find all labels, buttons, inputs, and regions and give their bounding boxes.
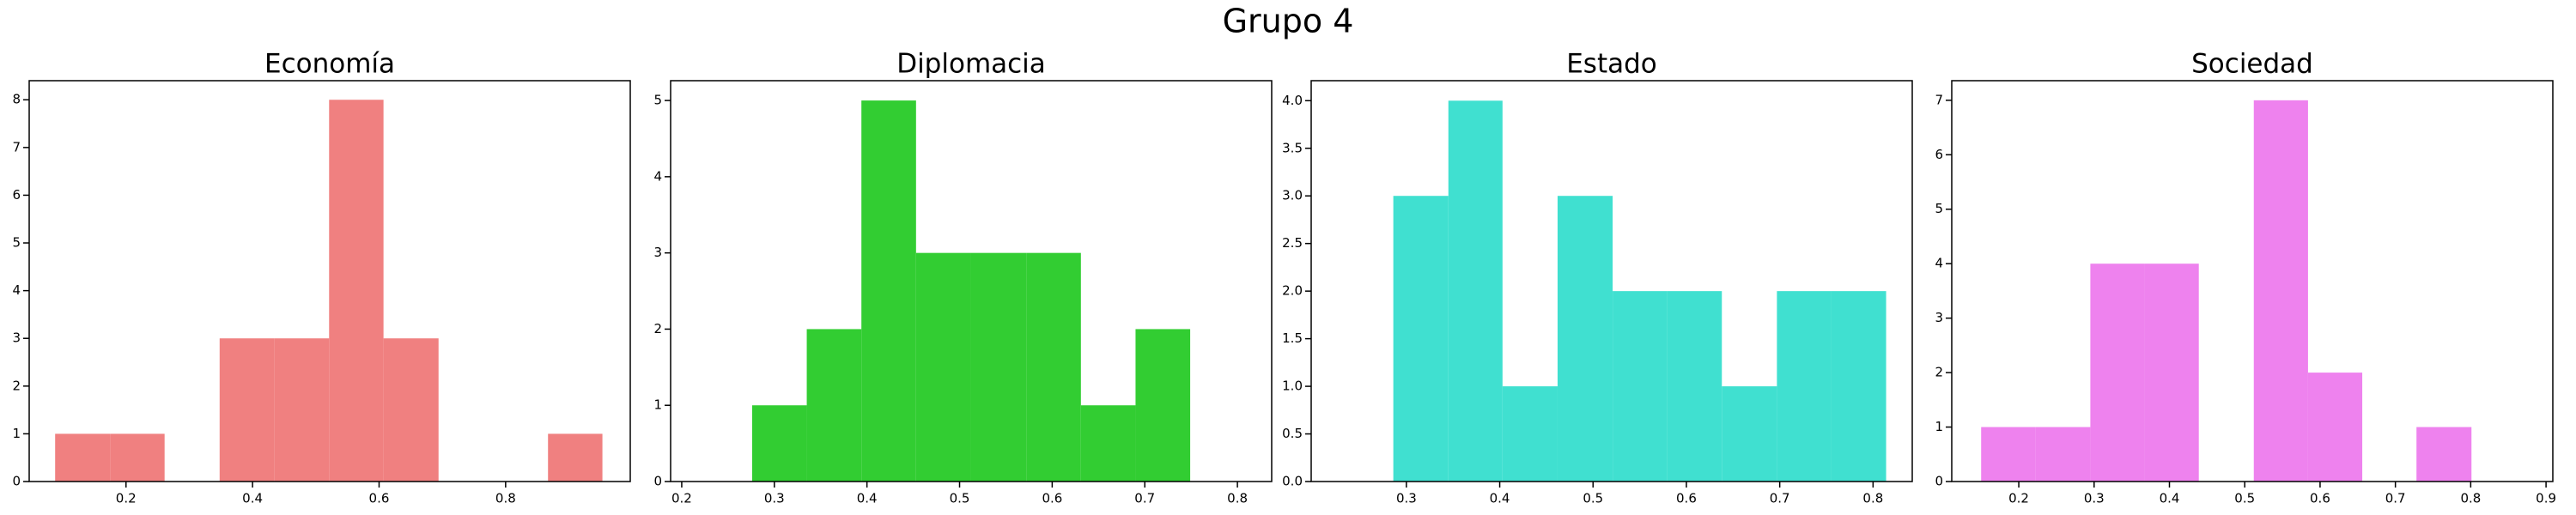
x-tick-label: 0.4 xyxy=(1490,491,1510,506)
x-tick-label: 0.8 xyxy=(1862,491,1883,506)
y-tick-label: 6 xyxy=(12,187,21,203)
y-tick-label: 4.0 xyxy=(1282,93,1303,108)
y-tick-label: 1 xyxy=(12,426,21,441)
y-tick-label: 4 xyxy=(1935,256,1943,271)
y-tick-label: 0 xyxy=(653,474,662,489)
x-tick-label: 0.3 xyxy=(764,491,785,506)
x-tick-label: 0.5 xyxy=(1583,491,1603,506)
y-tick-label: 7 xyxy=(12,139,21,154)
x-tick-label: 0.6 xyxy=(369,491,390,506)
x-tick-label: 0.8 xyxy=(1227,491,1248,506)
y-tick-label: 3.5 xyxy=(1282,140,1303,155)
x-tick-label: 0.2 xyxy=(671,491,692,506)
bar xyxy=(274,338,330,482)
y-tick-label: 0.0 xyxy=(1282,474,1303,489)
x-tick-label: 0.4 xyxy=(857,491,878,506)
bar xyxy=(1831,291,1886,482)
bar xyxy=(1981,427,2036,482)
bar xyxy=(1557,196,1613,482)
subplot-title: Sociedad xyxy=(2191,49,2313,80)
axes-frame xyxy=(670,80,1273,482)
bar xyxy=(806,329,862,482)
y-tick-label: 3 xyxy=(12,330,21,346)
y-tick-label: 1.0 xyxy=(1282,379,1303,394)
axes-frame xyxy=(1310,80,1913,482)
bar xyxy=(55,433,111,482)
x-tick-label: 0.2 xyxy=(116,491,137,506)
bar xyxy=(2035,427,2091,482)
y-tick-label: 8 xyxy=(12,92,21,107)
bar xyxy=(861,100,916,482)
x-tick-label: 0.9 xyxy=(2536,491,2556,506)
bar xyxy=(2144,264,2199,482)
bar xyxy=(915,252,971,482)
bar xyxy=(1667,291,1722,482)
x-tick-label: 0.6 xyxy=(1676,491,1697,506)
y-tick-label: 4 xyxy=(653,168,662,184)
y-tick-label: 0 xyxy=(12,474,21,489)
bar xyxy=(2416,427,2472,482)
x-tick-label: 0.5 xyxy=(2234,491,2255,506)
bar xyxy=(383,338,439,482)
y-tick-label: 4 xyxy=(12,282,21,298)
figure-title: Grupo 4 xyxy=(1223,3,1354,40)
bar xyxy=(110,433,165,482)
x-tick-label: 0.4 xyxy=(2160,491,2180,506)
y-tick-label: 5 xyxy=(1935,201,1943,216)
y-tick-label: 2 xyxy=(1935,365,1943,380)
y-tick-label: 0.5 xyxy=(1282,426,1303,441)
x-tick-label: 0.3 xyxy=(1396,491,1417,506)
x-tick-label: 0.7 xyxy=(1770,491,1790,506)
bar xyxy=(329,100,384,482)
bar xyxy=(1502,386,1558,482)
y-tick-label: 2.5 xyxy=(1282,235,1303,251)
bar xyxy=(1393,196,1449,482)
bar xyxy=(1722,386,1777,482)
y-tick-label: 5 xyxy=(653,93,662,108)
bar xyxy=(548,433,603,482)
y-tick-label: 3 xyxy=(653,245,662,260)
axes-frame xyxy=(1951,80,2554,482)
axes-frame xyxy=(28,80,631,482)
y-tick-label: 7 xyxy=(1935,92,1943,107)
bar xyxy=(2090,264,2145,482)
bar xyxy=(2307,373,2363,482)
bar xyxy=(1026,252,1081,482)
subplot-title: Estado xyxy=(1566,49,1657,80)
y-tick-label: 1.5 xyxy=(1282,330,1303,346)
x-tick-label: 0.3 xyxy=(2084,491,2105,506)
bar xyxy=(1448,100,1503,482)
x-tick-label: 0.5 xyxy=(950,491,970,506)
y-tick-label: 5 xyxy=(12,235,21,251)
bar xyxy=(751,405,807,482)
y-tick-label: 6 xyxy=(1935,147,1943,162)
x-tick-label: 0.6 xyxy=(1042,491,1062,506)
subplot-title: Diplomacia xyxy=(896,49,1046,80)
subplot-title: Economía xyxy=(264,49,395,80)
x-tick-label: 0.6 xyxy=(2310,491,2330,506)
y-tick-label: 1 xyxy=(1935,419,1943,434)
x-tick-label: 0.8 xyxy=(495,491,516,506)
x-tick-label: 0.2 xyxy=(2008,491,2029,506)
bar xyxy=(1613,291,1668,482)
x-tick-label: 0.7 xyxy=(2385,491,2406,506)
y-tick-label: 1 xyxy=(653,397,662,413)
y-tick-label: 3 xyxy=(1935,310,1943,325)
y-tick-label: 0 xyxy=(1935,474,1943,489)
x-tick-label: 0.7 xyxy=(1134,491,1155,506)
bar xyxy=(1777,291,1832,482)
y-tick-label: 2.0 xyxy=(1282,283,1303,299)
x-tick-label: 0.4 xyxy=(242,491,263,506)
bar xyxy=(1080,405,1136,482)
bar xyxy=(219,338,275,482)
x-tick-label: 0.8 xyxy=(2460,491,2481,506)
y-tick-label: 3.0 xyxy=(1282,188,1303,203)
bar xyxy=(970,252,1027,482)
y-tick-label: 2 xyxy=(12,378,21,393)
bar xyxy=(2253,100,2308,482)
bar xyxy=(1135,329,1191,482)
y-tick-label: 2 xyxy=(653,321,662,336)
